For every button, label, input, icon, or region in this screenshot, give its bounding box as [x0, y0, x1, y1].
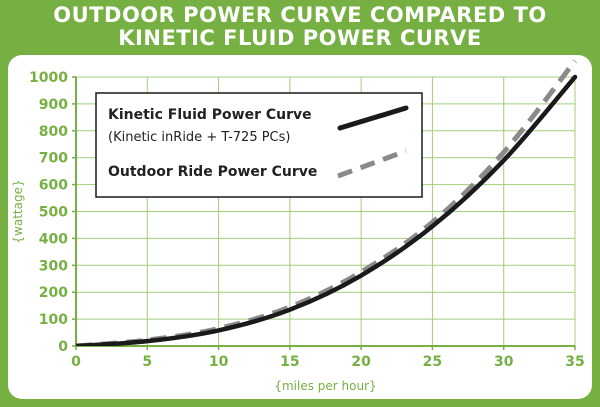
y-tick-label: 600 — [39, 178, 68, 194]
y-axis-ticks: 0 100 200 300 400 500 600 700 800 900 1000 — [29, 70, 76, 355]
y-tick-label: 1000 — [29, 70, 68, 86]
power-curve-chart: 0 100 200 300 400 500 600 700 800 900 1000 0 5 10 15 2… — [11, 59, 585, 393]
chart-title-line-1: OUTDOOR POWER CURVE COMPARED TO — [53, 3, 547, 27]
y-tick-label: 500 — [39, 205, 68, 221]
x-tick-label: 5 — [142, 354, 152, 370]
legend-kinetic-label: Kinetic Fluid Power Curve — [108, 107, 312, 123]
legend-outdoor-swatch — [337, 148, 407, 179]
series-layer — [76, 59, 578, 346]
legend: Kinetic Fluid Power Curve (Kinetic inRid… — [95, 92, 423, 198]
x-tick-label: 0 — [71, 354, 81, 370]
x-tick-label: 35 — [565, 354, 584, 370]
x-tick-label: 15 — [280, 354, 299, 370]
chart-panel: 0 100 200 300 400 500 600 700 800 900 1000 0 5 10 15 2… — [8, 55, 592, 399]
x-tick-label: 25 — [423, 354, 442, 370]
y-axis-label: {wattage} — [11, 179, 25, 243]
x-tick-label: 30 — [494, 354, 514, 370]
y-tick-label: 800 — [39, 124, 68, 140]
y-tick-label: 300 — [39, 258, 68, 274]
legend-box — [95, 92, 423, 198]
y-tick-label: 900 — [39, 97, 68, 113]
chart-title: OUTDOOR POWER CURVE COMPARED TO KINETIC … — [0, 4, 600, 50]
kinetic-power-curve-line — [76, 74, 578, 346]
legend-kinetic-subtitle: (Kinetic inRide + T-725 PCs) — [108, 130, 290, 145]
x-tick-label: 10 — [209, 354, 229, 370]
y-tick-label: 0 — [58, 339, 68, 355]
x-axis-label: {miles per hour} — [274, 379, 376, 393]
legend-outdoor-label: Outdoor Ride Power Curve — [108, 164, 317, 180]
y-tick-label: 100 — [39, 312, 68, 328]
legend-kinetic-swatch — [337, 105, 409, 131]
x-axis-ticks: 0 5 10 15 20 25 30 35 — [71, 346, 585, 370]
y-tick-label: 200 — [39, 285, 68, 301]
y-tick-label: 400 — [39, 231, 68, 247]
y-tick-label: 700 — [39, 151, 68, 167]
x-tick-label: 20 — [351, 354, 371, 370]
chart-title-line-2: KINETIC FLUID POWER CURVE — [118, 26, 482, 50]
